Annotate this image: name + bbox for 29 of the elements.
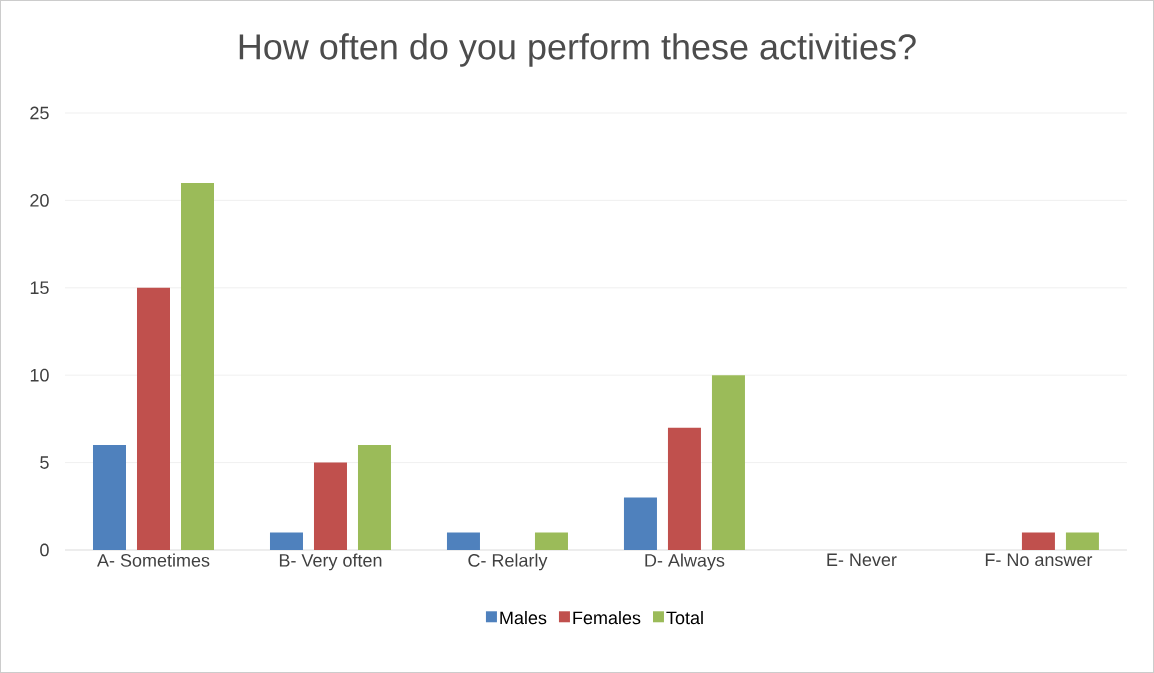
- y-tick-label: 5: [40, 456, 49, 469]
- y-tick-label: 15: [30, 281, 49, 295]
- bar: [181, 182, 214, 550]
- bar: [269, 532, 303, 550]
- y-tick-label: 0: [40, 543, 49, 557]
- bar: [1065, 532, 1099, 550]
- bar: [446, 532, 480, 550]
- x-tick-label: D- Always: [645, 553, 725, 571]
- x-tick-label: C- Relarly: [468, 553, 548, 571]
- bar: [313, 462, 347, 550]
- x-tick-label: F- No answer: [985, 553, 1093, 567]
- legend-label: Total: [666, 611, 703, 625]
- x-tick-label: B- Very often: [279, 553, 382, 571]
- bar: [357, 445, 391, 550]
- y-tick-label: 25: [30, 106, 49, 120]
- bar: [711, 375, 745, 550]
- bar: [1021, 532, 1055, 550]
- bar: [623, 497, 657, 550]
- legend-label: Females: [573, 611, 641, 625]
- y-tick-label: 20: [30, 194, 49, 207]
- legend-label: Males: [500, 611, 547, 625]
- x-tick-label: E- Never: [827, 553, 897, 567]
- y-tick-label: 10: [30, 368, 49, 382]
- chart-title: How often do you perform these activities?: [239, 33, 916, 67]
- x-tick-label: A- Sometimes: [97, 553, 210, 567]
- bar: [92, 445, 126, 550]
- bar: [136, 287, 170, 550]
- bar: [667, 427, 701, 550]
- bar: [534, 532, 568, 550]
